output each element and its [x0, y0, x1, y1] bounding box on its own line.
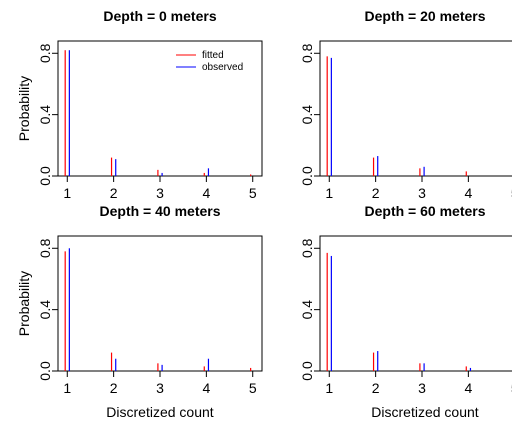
- y-tick-label: 0.4: [37, 105, 53, 125]
- y-tick-label: 0.0: [299, 166, 315, 186]
- x-tick-label: 5: [249, 185, 257, 201]
- x-tick-label: 1: [63, 185, 71, 201]
- x-tick-label: 3: [156, 185, 164, 201]
- y-tick-label: 0.4: [299, 300, 315, 320]
- x-axis-label: Discretized count: [106, 404, 213, 420]
- x-tick-label: 1: [325, 380, 333, 396]
- legend-fitted-label: fitted: [202, 50, 224, 61]
- x-tick-label: 5: [511, 380, 512, 396]
- x-tick-label: 5: [511, 185, 512, 201]
- chart-title: Depth = 20 meters: [365, 8, 486, 24]
- y-tick-label: 0.8: [299, 43, 315, 63]
- x-tick-label: 1: [63, 380, 71, 396]
- x-tick-label: 2: [110, 185, 118, 201]
- chart-title: Depth = 60 meters: [365, 203, 486, 219]
- y-tick-label: 0.4: [37, 300, 53, 320]
- x-tick-label: 2: [110, 380, 118, 396]
- y-tick-label: 0.0: [37, 166, 53, 186]
- x-tick-label: 3: [156, 380, 164, 396]
- x-tick-label: 1: [325, 185, 333, 201]
- x-tick-label: 4: [464, 380, 472, 396]
- x-tick-label: 3: [418, 380, 426, 396]
- x-tick-label: 2: [372, 185, 380, 201]
- y-tick-label: 0.8: [37, 43, 53, 63]
- chart-title: Depth = 0 meters: [103, 8, 216, 24]
- plot-frame: [319, 40, 512, 177]
- y-tick-label: 0.0: [37, 361, 53, 381]
- y-axis-label: Probability: [16, 271, 32, 336]
- legend-observed-label: observed: [202, 62, 243, 73]
- x-tick-label: 5: [249, 380, 257, 396]
- x-axis-label: Discretized count: [371, 404, 478, 420]
- y-tick-label: 0.0: [299, 361, 315, 381]
- x-tick-label: 3: [418, 185, 426, 201]
- x-tick-label: 2: [372, 380, 380, 396]
- plot-frame: [319, 235, 512, 372]
- y-tick-label: 0.8: [37, 238, 53, 258]
- y-tick-label: 0.4: [299, 105, 315, 125]
- x-tick-label: 4: [202, 380, 210, 396]
- chart-title: Depth = 40 meters: [100, 203, 221, 219]
- plot-frame: [57, 235, 263, 372]
- x-tick-label: 4: [464, 185, 472, 201]
- y-tick-label: 0.8: [299, 238, 315, 258]
- y-axis-label: Probability: [16, 76, 32, 141]
- x-tick-label: 4: [202, 185, 210, 201]
